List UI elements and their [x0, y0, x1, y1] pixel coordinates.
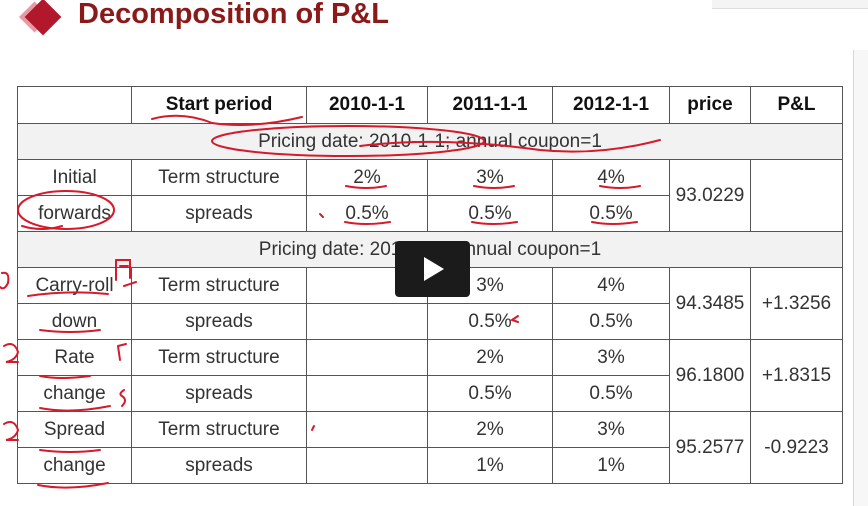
cell: 0.5% [552, 195, 670, 232]
header-pl: P&L [750, 86, 843, 124]
pl-cell: +1.3256 [750, 267, 843, 340]
table-row: Initial Term structure 2% 3% 4% 93.0229 [17, 159, 843, 232]
cell: 2% [427, 411, 553, 448]
section-label-1: Pricing date: 2010-1-1; annual coupon=1 [17, 123, 843, 160]
table-row: Carry-roll Term structure 3% 4% 94.3485 … [17, 267, 843, 340]
cell [306, 447, 428, 484]
row-name-line1: Rate [17, 339, 132, 376]
row-name-line1: Spread [17, 411, 132, 448]
cell: 2% [306, 159, 428, 196]
cell: 4% [552, 267, 670, 304]
cell [306, 303, 428, 340]
header-price: price [669, 86, 751, 124]
pl-cell: -0.9223 [750, 411, 843, 484]
price-cell: 94.3485 [669, 267, 751, 340]
cell: 3% [552, 411, 670, 448]
cell: 0.5% [306, 195, 428, 232]
table-row: Rate Term structure 2% 3% 96.1800 +1.831… [17, 339, 843, 412]
cell: 1% [427, 447, 553, 484]
table-row: down spreads 0.5% 0.5% [17, 303, 843, 340]
cell: 0.5% [427, 303, 553, 340]
spreads-label: spreads [131, 303, 307, 340]
row-name-line2: down [17, 303, 132, 340]
row-name-line2: change [17, 375, 132, 412]
term-structure-label: Term structure [131, 159, 307, 196]
video-play-button[interactable] [395, 241, 470, 297]
price-cell: 96.1800 [669, 339, 751, 412]
slide-title: Decomposition of P&L [78, 0, 389, 30]
row-name-line1: Carry-roll [17, 267, 132, 304]
row-name-line2: forwards [17, 195, 132, 232]
play-icon [424, 257, 444, 281]
cell: 0.5% [427, 375, 553, 412]
price-cell: 93.0229 [669, 159, 751, 232]
cell [306, 339, 428, 376]
row-name-line1: Initial [17, 159, 132, 196]
cell: 3% [552, 339, 670, 376]
header-row: Start period 2010-1-1 2011-1-1 2012-1-1 … [17, 86, 843, 124]
window-edge [712, 0, 868, 9]
cell: 0.5% [552, 303, 670, 340]
cell: 1% [552, 447, 670, 484]
row-name-line2: change [17, 447, 132, 484]
term-structure-label: Term structure [131, 267, 307, 304]
table-row: Spread Term structure 2% 3% 95.2577 -0.9… [17, 411, 843, 484]
cell [306, 375, 428, 412]
spreads-label: spreads [131, 375, 307, 412]
title-bar: Decomposition of P&L [0, 0, 868, 44]
section-row: Pricing date: 2010-1-1; annual coupon=1 [17, 123, 843, 160]
cell [306, 411, 428, 448]
term-structure-label: Term structure [131, 339, 307, 376]
header-start-period: Start period [131, 86, 307, 124]
spreads-label: spreads [131, 195, 307, 232]
header-date-2: 2011-1-1 [427, 86, 553, 124]
price-cell: 95.2577 [669, 411, 751, 484]
cell: 0.5% [552, 375, 670, 412]
pl-cell [750, 159, 843, 232]
scrollbar[interactable] [853, 50, 868, 506]
spreads-label: spreads [131, 447, 307, 484]
cell: 2% [427, 339, 553, 376]
header-date-3: 2012-1-1 [552, 86, 670, 124]
cell: 4% [552, 159, 670, 196]
term-structure-label: Term structure [131, 411, 307, 448]
diamond-bullet-icon [24, 0, 62, 36]
cell: 3% [427, 159, 553, 196]
pl-cell: +1.8315 [750, 339, 843, 412]
header-date-1: 2010-1-1 [306, 86, 428, 124]
cell: 0.5% [427, 195, 553, 232]
header-empty [17, 86, 132, 124]
